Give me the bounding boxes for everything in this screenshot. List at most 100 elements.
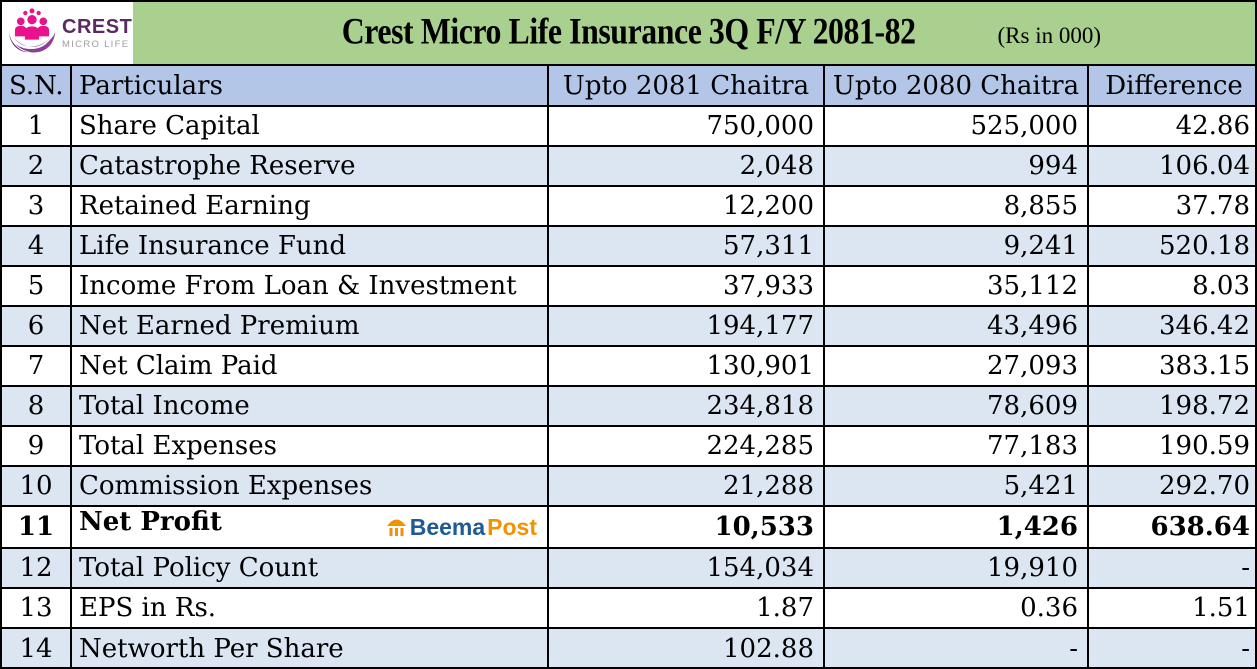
table-row: 14 Networth Per Share 102.88- - xyxy=(2,627,1255,667)
particular-cell: Retained Earning xyxy=(70,185,549,227)
difference-cell: 8.03 xyxy=(1087,265,1255,307)
particular-cell: Total Expenses xyxy=(70,425,549,467)
value-2081-cell: 224,285 xyxy=(547,425,825,467)
value-2081-cell: 194,177 xyxy=(547,305,825,347)
value-2081-cell: 234,818 xyxy=(547,385,825,427)
value-2081-cell: 750,000 xyxy=(547,105,825,147)
difference-cell: 37.78 xyxy=(1087,185,1255,227)
value-2081-cell: 12,200 xyxy=(547,185,825,227)
particular-cell: Share Capital xyxy=(70,105,549,147)
table-row: 4 Life Insurance Fund 57,311 9,241 520.18 xyxy=(2,225,1255,267)
crest-brand-subtitle: MICRO LIFE xyxy=(62,38,130,50)
table-row: 10 Commission Expenses 21,288 5,421 292.70 xyxy=(2,465,1255,507)
value-2081-cell: 130,901 xyxy=(547,345,825,387)
value-2081-cell: 10,533 xyxy=(547,505,825,549)
particular-cell: Net Earned Premium xyxy=(70,305,549,347)
table-row: 7 Net Claim Paid 130,901 27,093 383.15 xyxy=(2,345,1255,387)
beemapost-beema-text: Beema xyxy=(409,513,486,540)
table-row: 6 Net Earned Premium 194,177 43,496 346.42 xyxy=(2,305,1255,347)
sn-cell: 10 xyxy=(2,465,72,507)
value-2080-cell: 1,426 xyxy=(823,505,1089,549)
particular-cell: EPS in Rs. xyxy=(70,587,549,629)
sn-cell: 5 xyxy=(2,265,72,307)
sn-cell: 6 xyxy=(2,305,72,347)
unit-note: (Rs in 000) xyxy=(997,23,1102,49)
difference-cell: 346.42 xyxy=(1087,305,1255,347)
particular-cell: Total Income xyxy=(70,385,549,427)
particular-cell: Networth Per Share xyxy=(70,627,549,667)
sn-cell: 11 xyxy=(2,505,72,549)
beemapost-watermark: Beema Post xyxy=(386,508,537,546)
sn-cell: 3 xyxy=(2,185,72,227)
sn-cell: 14 xyxy=(2,627,72,667)
difference-cell: - xyxy=(1087,547,1255,589)
difference-cell: 383.15 xyxy=(1087,345,1255,387)
value-2081-cell: 37,933 xyxy=(547,265,825,307)
difference-cell: 106.04 xyxy=(1087,145,1255,187)
value-2080-cell: 78,609 xyxy=(823,385,1089,427)
table-row: 3 Retained Earning 12,200 8,855 37.78 xyxy=(2,185,1255,227)
table-row: 12 Total Policy Count 154,034 19,910- xyxy=(2,547,1255,589)
table-row: 5 Income From Loan & Investment 37,933 35,1… xyxy=(2,265,1255,307)
difference-cell: 638.64 xyxy=(1087,505,1255,549)
sn-cell: 8 xyxy=(2,385,72,427)
table-row: 11 Beema Post Net Profit 10,533 1,426 638.64 xyxy=(2,505,1255,549)
col-header-difference: Difference xyxy=(1087,66,1255,107)
value-2080-cell: 19,910 xyxy=(823,547,1089,589)
difference-cell: 292.70 xyxy=(1087,465,1255,507)
report-title: Crest Micro Life Insurance 3Q F/Y 2081-8… xyxy=(2,11,1255,54)
value-2080-cell: 27,093 xyxy=(823,345,1089,387)
sn-cell: 4 xyxy=(2,225,72,267)
beemapost-icon xyxy=(386,519,406,536)
difference-cell: - xyxy=(1087,627,1255,667)
value-2080-cell: 0.36 xyxy=(823,587,1089,629)
particular-cell: Life Insurance Fund xyxy=(70,225,549,267)
particular-cell: Catastrophe Reserve xyxy=(70,145,549,187)
value-2080-cell: 9,241 xyxy=(823,225,1089,267)
sn-cell: 9 xyxy=(2,425,72,467)
col-header-upto-2080: Upto 2080 Chaitra xyxy=(823,66,1089,107)
particular-cell: Beema Post Net Profit xyxy=(70,505,549,549)
value-2080-cell: 43,496 xyxy=(823,305,1089,347)
value-2080-cell: 77,183 xyxy=(823,425,1089,467)
sn-cell: 1 xyxy=(2,105,72,147)
difference-cell: 42.86 xyxy=(1087,105,1255,147)
table-row: 8 Total Income 234,818 78,609 198.72 xyxy=(2,385,1255,427)
particular-cell: Total Policy Count xyxy=(70,547,549,589)
value-2081-cell: 21,288 xyxy=(547,465,825,507)
beemapost-post-text: Post xyxy=(487,513,537,540)
table-row: 9 Total Expenses 224,285 77,183 190.59 xyxy=(2,425,1255,467)
crest-brand-name: CREST xyxy=(62,15,133,38)
sn-cell: 2 xyxy=(2,145,72,187)
sn-cell: 7 xyxy=(2,345,72,387)
value-2080-cell: 994 xyxy=(823,145,1089,187)
crest-logo: CREST MICRO LIFE xyxy=(2,2,133,64)
report-header: CREST MICRO LIFE Crest Micro Life Insura… xyxy=(2,2,1255,66)
financials-table: S.N. Particulars Upto 2081 Chaitra Upto … xyxy=(2,66,1255,667)
crest-logo-icon xyxy=(8,8,56,53)
value-2081-cell: 1.87 xyxy=(547,587,825,629)
value-2081-cell: 2,048 xyxy=(547,145,825,187)
col-header-particulars: Particulars xyxy=(70,66,549,107)
col-header-upto-2081: Upto 2081 Chaitra xyxy=(547,66,825,107)
table-body: 1 Share Capital 750,000 525,000 42.86 2 Catast… xyxy=(2,105,1255,667)
table-row: 1 Share Capital 750,000 525,000 42.86 xyxy=(2,105,1255,147)
report-title-text: Crest Micro Life Insurance 3Q F/Y 2081-8… xyxy=(341,11,916,53)
difference-cell: 520.18 xyxy=(1087,225,1255,267)
value-2080-cell: 8,855 xyxy=(823,185,1089,227)
value-2081-cell: 57,311 xyxy=(547,225,825,267)
difference-cell: 190.59 xyxy=(1087,425,1255,467)
value-2081-cell: 102.88 xyxy=(547,627,825,667)
table-header-row: S.N. Particulars Upto 2081 Chaitra Upto … xyxy=(2,66,1255,107)
difference-cell: 1.51 xyxy=(1087,587,1255,629)
value-2080-cell: - xyxy=(823,627,1089,667)
value-2080-cell: 525,000 xyxy=(823,105,1089,147)
particular-cell: Income From Loan & Investment xyxy=(70,265,549,307)
sn-cell: 13 xyxy=(2,587,72,629)
particular-cell: Commission Expenses xyxy=(70,465,549,507)
particular-cell: Net Claim Paid xyxy=(70,345,549,387)
value-2080-cell: 5,421 xyxy=(823,465,1089,507)
table-row: 2 Catastrophe Reserve 2,048 994 106.04 xyxy=(2,145,1255,187)
table-row: 13 EPS in Rs. 1.87 0.36 1.51 xyxy=(2,587,1255,629)
